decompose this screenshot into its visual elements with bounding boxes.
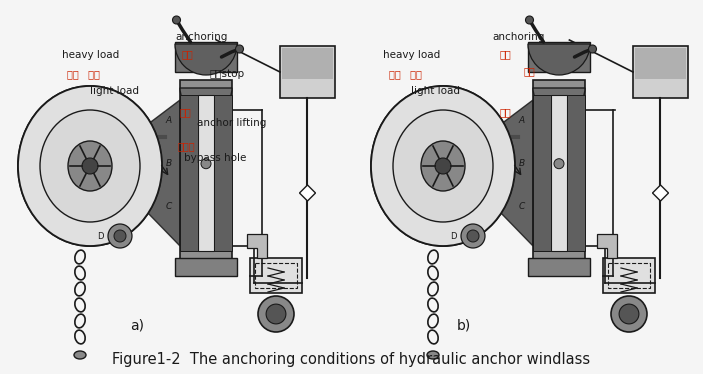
- Text: heavy load: heavy load: [62, 50, 119, 60]
- Text: 重载   轻载: 重载 轻载: [389, 69, 422, 79]
- Text: light load: light load: [90, 86, 139, 96]
- Ellipse shape: [393, 110, 493, 222]
- Bar: [533, 95, 551, 251]
- Bar: [608, 263, 650, 288]
- Ellipse shape: [68, 141, 112, 191]
- Bar: [175, 258, 237, 276]
- Bar: [533, 80, 585, 266]
- Text: B: B: [519, 159, 525, 168]
- Bar: [175, 42, 237, 72]
- Circle shape: [114, 230, 126, 242]
- Bar: [635, 48, 686, 79]
- Circle shape: [82, 158, 98, 174]
- Bar: [633, 46, 688, 98]
- Text: B: B: [166, 159, 172, 168]
- Text: 起锁: 起锁: [179, 107, 191, 117]
- Bar: [280, 46, 335, 98]
- Text: anchoring: anchoring: [176, 32, 228, 42]
- Text: anchor lifting: anchor lifting: [197, 119, 266, 128]
- Ellipse shape: [68, 141, 112, 191]
- Bar: [250, 258, 302, 293]
- Text: 旁通孔: 旁通孔: [177, 141, 195, 151]
- Polygon shape: [652, 185, 669, 201]
- Bar: [567, 95, 585, 251]
- Circle shape: [554, 159, 564, 169]
- Bar: [603, 258, 655, 293]
- Text: light load: light load: [411, 86, 460, 96]
- Wedge shape: [175, 44, 237, 75]
- Ellipse shape: [74, 351, 86, 359]
- Text: b): b): [457, 318, 471, 332]
- Ellipse shape: [371, 86, 515, 246]
- Circle shape: [611, 296, 647, 332]
- Bar: [282, 48, 333, 79]
- Wedge shape: [180, 88, 232, 114]
- Text: A: A: [166, 116, 172, 125]
- Circle shape: [619, 304, 639, 324]
- Polygon shape: [597, 234, 617, 258]
- Bar: [180, 80, 232, 266]
- Ellipse shape: [18, 86, 162, 246]
- Circle shape: [266, 304, 286, 324]
- Circle shape: [172, 16, 181, 24]
- Polygon shape: [247, 234, 267, 258]
- Bar: [198, 95, 214, 251]
- Bar: [180, 95, 198, 251]
- Text: 停止stop: 停止stop: [209, 69, 245, 79]
- Text: a): a): [130, 318, 144, 332]
- Polygon shape: [393, 100, 533, 246]
- Text: bypass hole: bypass hole: [184, 153, 247, 163]
- Ellipse shape: [393, 110, 493, 222]
- Text: anchoring: anchoring: [492, 32, 545, 42]
- Text: 抱锁: 抱锁: [181, 49, 193, 59]
- Circle shape: [461, 224, 485, 248]
- Polygon shape: [299, 185, 316, 201]
- Polygon shape: [40, 100, 180, 246]
- Text: 起锁: 起锁: [499, 107, 511, 117]
- Text: C: C: [519, 202, 525, 211]
- Text: D: D: [98, 232, 104, 240]
- Bar: [528, 258, 590, 276]
- Bar: [528, 42, 590, 72]
- Circle shape: [435, 158, 451, 174]
- Circle shape: [467, 230, 479, 242]
- Text: 重载   轻载: 重载 轻载: [67, 69, 101, 79]
- Ellipse shape: [427, 351, 439, 359]
- Ellipse shape: [40, 110, 140, 222]
- Ellipse shape: [421, 141, 465, 191]
- Text: Figure1-2  The anchoring conditions of hydraulic anchor windlass: Figure1-2 The anchoring conditions of hy…: [112, 352, 591, 367]
- Text: 停止: 停止: [524, 66, 536, 76]
- Wedge shape: [533, 88, 585, 114]
- Ellipse shape: [371, 86, 515, 246]
- Circle shape: [258, 296, 294, 332]
- Circle shape: [108, 224, 132, 248]
- Ellipse shape: [18, 86, 162, 246]
- Circle shape: [435, 158, 451, 174]
- Wedge shape: [528, 44, 590, 75]
- Text: D: D: [451, 232, 457, 240]
- Bar: [214, 95, 232, 251]
- Text: heavy load: heavy load: [383, 50, 440, 60]
- Circle shape: [82, 158, 98, 174]
- Text: C: C: [166, 202, 172, 211]
- Ellipse shape: [40, 110, 140, 222]
- Ellipse shape: [421, 141, 465, 191]
- Bar: [255, 263, 297, 288]
- Bar: [551, 95, 567, 251]
- Circle shape: [526, 16, 534, 24]
- Text: 抱锁: 抱锁: [499, 49, 511, 59]
- Circle shape: [588, 45, 597, 53]
- Circle shape: [201, 159, 211, 169]
- Circle shape: [236, 45, 243, 53]
- Text: A: A: [519, 116, 525, 125]
